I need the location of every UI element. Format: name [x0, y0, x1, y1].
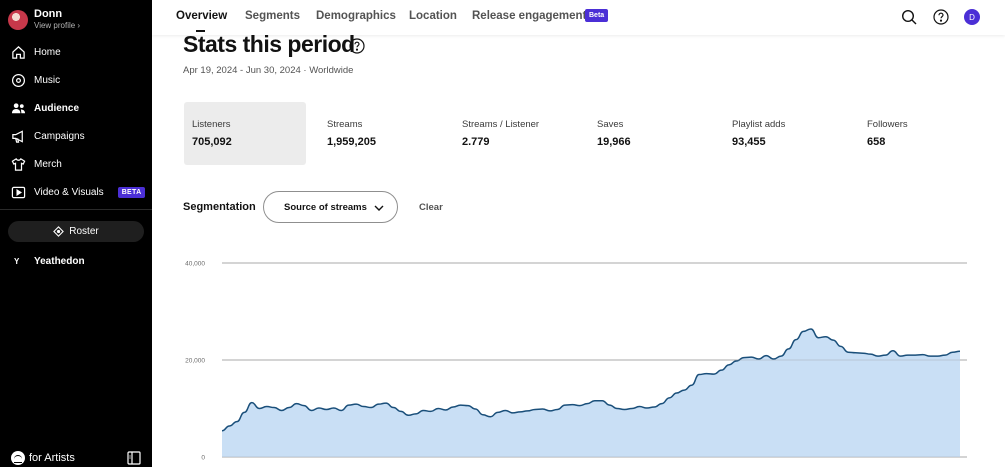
- stat-streams-per-listener[interactable]: Streams / Listener 2.779: [454, 102, 576, 165]
- sidebar-item-music[interactable]: Music: [0, 66, 152, 94]
- tab-segments[interactable]: Segments: [245, 10, 300, 22]
- stat-label: Saves: [597, 119, 624, 130]
- y-tick-label: 0: [201, 455, 205, 462]
- sidebar: Donn View profile › Home Music Audience …: [0, 0, 152, 467]
- megaphone-icon: [12, 129, 23, 143]
- sidebar-item-video-visuals[interactable]: Video & Visuals BETA: [0, 178, 152, 206]
- sidebar-item-campaigns[interactable]: Campaigns: [0, 122, 152, 150]
- sidebar-divider: [0, 209, 152, 210]
- sidebar-item-label: Music: [34, 74, 61, 86]
- sidebar-item-label: Campaigns: [34, 130, 85, 142]
- help-icon[interactable]: [349, 38, 365, 54]
- avatar: [8, 10, 28, 30]
- stat-value: 1,959,205: [327, 136, 376, 148]
- y-tick-label: 40,000: [185, 261, 205, 268]
- home-icon: [12, 45, 25, 59]
- artist-initial: Y: [14, 257, 20, 266]
- roster-label: Roster: [69, 226, 99, 237]
- segmentation-label: Segmentation: [183, 201, 256, 213]
- stat-value: 19,966: [597, 136, 631, 148]
- sidebar-nav: Home Music Audience Campaigns Merch Vide…: [0, 38, 152, 206]
- brand-label: for Artists: [29, 452, 75, 464]
- audience-icon: [11, 102, 26, 113]
- y-tick-label: 20,000: [185, 358, 205, 365]
- stat-saves[interactable]: Saves 19,966: [589, 102, 711, 165]
- sidebar-item-label: Merch: [34, 158, 62, 170]
- stat-value: 705,092: [192, 136, 232, 148]
- active-tab-indicator: [196, 30, 205, 32]
- artist-name: Yeathedon: [34, 256, 85, 267]
- profile-link[interactable]: Donn View profile ›: [8, 8, 80, 32]
- stat-listeners[interactable]: Listeners 705,092: [184, 102, 306, 165]
- segmentation-dropdown[interactable]: Source of streams: [263, 191, 398, 223]
- roster-button[interactable]: Roster: [8, 221, 144, 242]
- date-range: Apr 19, 2024 - Jun 30, 2024 · Worldwide: [183, 65, 354, 76]
- help-icon[interactable]: [933, 9, 949, 25]
- stat-followers[interactable]: Followers 658: [859, 102, 981, 165]
- page-title: Stats this period: [183, 31, 355, 57]
- video-icon: [11, 186, 26, 198]
- listeners-area-chart: 40,000 20,000 0: [185, 261, 967, 462]
- sidebar-item-label: Home: [34, 46, 61, 58]
- music-icon: [11, 73, 26, 87]
- stat-streams[interactable]: Streams 1,959,205: [319, 102, 441, 165]
- collapse-sidebar-icon[interactable]: [127, 451, 141, 465]
- chevron-down-icon: [374, 205, 384, 211]
- stat-playlist-adds[interactable]: Playlist adds 93,455: [724, 102, 846, 165]
- beta-badge: Beta: [585, 9, 609, 22]
- shirt-icon: [11, 157, 26, 171]
- roster-icon: [53, 226, 65, 237]
- tab-release-engagement[interactable]: Release engagement: [472, 10, 587, 22]
- top-navigation: Overview Segments Demographics Location …: [152, 0, 1005, 35]
- view-profile-link[interactable]: View profile ›: [34, 21, 81, 30]
- stat-label: Listeners: [192, 119, 231, 130]
- clear-button[interactable]: Clear: [419, 202, 443, 213]
- sidebar-item-audience[interactable]: Audience: [0, 94, 152, 122]
- roster-artist-item[interactable]: Y Yeathedon: [14, 256, 85, 267]
- tab-overview[interactable]: Overview: [176, 10, 228, 22]
- spotify-icon: [11, 451, 25, 465]
- sidebar-item-label: Audience: [34, 102, 80, 114]
- tab-demographics[interactable]: Demographics: [316, 10, 396, 22]
- stat-value: 2.779: [462, 136, 490, 148]
- sidebar-item-home[interactable]: Home: [0, 38, 152, 66]
- tab-location[interactable]: Location: [409, 10, 457, 22]
- chart-series-line[interactable]: [221, 328, 961, 432]
- stat-label: Playlist adds: [732, 119, 786, 130]
- sidebar-item-label: Video & Visuals: [34, 186, 104, 198]
- spotify-for-artists-logo[interactable]: for Artists: [11, 451, 75, 465]
- profile-name: Donn: [34, 8, 63, 20]
- stat-label: Streams / Listener: [462, 119, 540, 130]
- sidebar-item-merch[interactable]: Merch: [0, 150, 152, 178]
- stat-label: Followers: [867, 119, 908, 130]
- beta-badge: BETA: [117, 186, 146, 198]
- chart-area-fill: [222, 328, 960, 457]
- stat-value: 658: [867, 136, 886, 148]
- stat-label: Streams: [327, 119, 363, 130]
- stat-value: 93,455: [732, 136, 766, 148]
- search-icon[interactable]: [901, 9, 917, 25]
- segmentation-selected-value: Source of streams: [284, 201, 367, 213]
- user-avatar[interactable]: D: [964, 9, 980, 25]
